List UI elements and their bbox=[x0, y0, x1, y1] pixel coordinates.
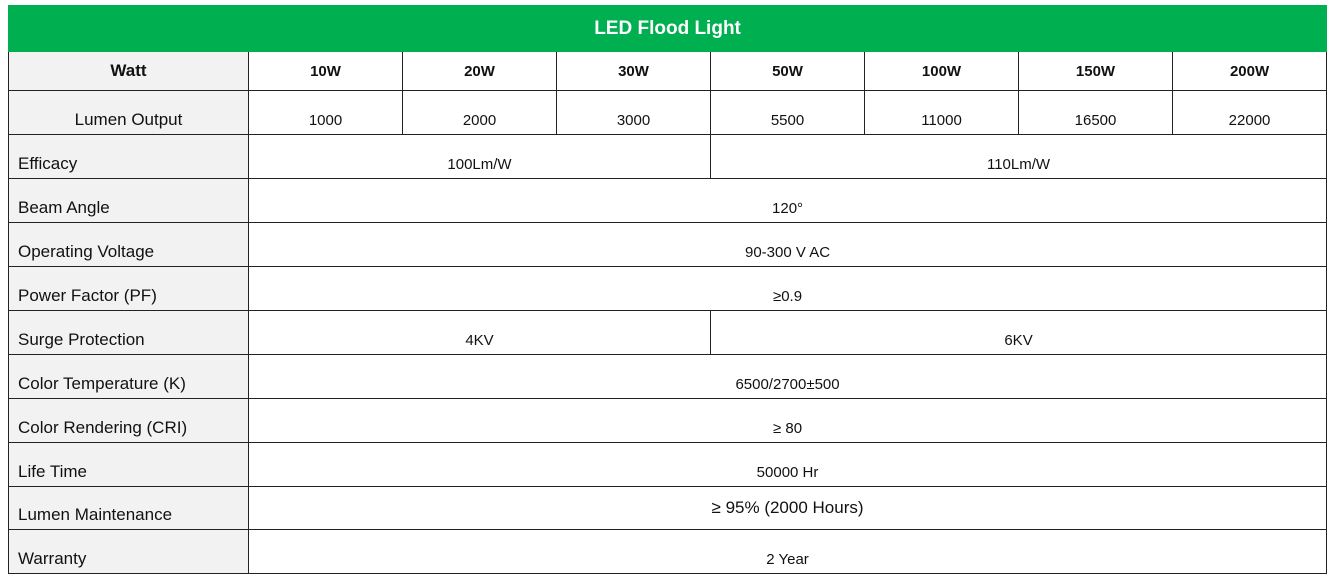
spec-row: Surge Protection 4KV 6KV bbox=[8, 310, 1328, 355]
row-label: Lumen Maintenance bbox=[8, 486, 249, 530]
value-cell: 4KV bbox=[248, 310, 711, 355]
spec-table: LED Flood Light Watt 10W 20W 30W 50W 100W 150W 2… bbox=[7, 5, 1328, 574]
row-label: Operating Voltage bbox=[8, 222, 249, 267]
header-cell: 100W bbox=[864, 51, 1019, 91]
spec-row: Operating Voltage 90-300 V AC bbox=[8, 222, 1328, 267]
row-label: Color Rendering (CRI) bbox=[8, 398, 249, 443]
spec-row: Lumen Maintenance ≥ 95% (2000 Hours) bbox=[8, 486, 1328, 530]
row-label: Lumen Output bbox=[8, 90, 249, 135]
header-cell: 10W bbox=[248, 51, 403, 91]
table-body: LED Flood Light Watt 10W 20W 30W 50W 100W 150W 2… bbox=[7, 5, 1328, 574]
header-cell: 50W bbox=[710, 51, 865, 91]
value-cell: 2000 bbox=[402, 90, 557, 135]
spec-row: Beam Angle 120° bbox=[8, 178, 1328, 223]
header-row: Watt 10W 20W 30W 50W 100W 150W 200W bbox=[8, 51, 1328, 91]
value-cell: ≥ 95% (2000 Hours) bbox=[247, 486, 1328, 530]
page: LED Flood Light Watt 10W 20W 30W 50W 100W 150W 2… bbox=[7, 5, 1328, 574]
value-cell: 6KV bbox=[709, 310, 1328, 355]
row-label: Beam Angle bbox=[8, 178, 249, 223]
header-label: Watt bbox=[8, 51, 249, 91]
row-label: Surge Protection bbox=[8, 310, 249, 355]
spec-row: Warranty 2 Year bbox=[8, 529, 1328, 574]
spec-row: Color Temperature (K) 6500/2700±500 bbox=[8, 354, 1328, 399]
value-cell: 110Lm/W bbox=[709, 134, 1328, 179]
spec-row: Lumen Output 1000 2000 3000 5500 11000 16500 22… bbox=[8, 90, 1328, 135]
value-cell: 3000 bbox=[556, 90, 711, 135]
value-cell: 5500 bbox=[710, 90, 865, 135]
value-cell: 50000 Hr bbox=[247, 442, 1328, 487]
value-cell: 2 Year bbox=[247, 529, 1328, 574]
row-label: Color Temperature (K) bbox=[8, 354, 249, 399]
header-cell: 200W bbox=[1171, 51, 1328, 91]
header-cell: 150W bbox=[1018, 51, 1173, 91]
spec-row: Power Factor (PF) ≥0.9 bbox=[8, 266, 1328, 311]
spec-table-wrap: LED Flood Light Watt 10W 20W 30W 50W 100W 150W 2… bbox=[7, 5, 1328, 574]
value-cell: 1000 bbox=[248, 90, 403, 135]
title-row: LED Flood Light bbox=[7, 5, 1328, 52]
spec-row: Color Rendering (CRI) ≥ 80 bbox=[8, 398, 1328, 443]
spec-row: Efficacy 100Lm/W 110Lm/W bbox=[8, 134, 1328, 179]
value-cell: 22000 bbox=[1171, 90, 1328, 135]
value-cell: 120° bbox=[247, 178, 1328, 223]
row-label: Efficacy bbox=[8, 134, 249, 179]
value-cell: 100Lm/W bbox=[248, 134, 711, 179]
header-cell: 20W bbox=[402, 51, 557, 91]
value-cell: 16500 bbox=[1018, 90, 1173, 135]
row-label: Life Time bbox=[8, 442, 249, 487]
value-cell: ≥ 80 bbox=[247, 398, 1328, 443]
value-cell: 6500/2700±500 bbox=[247, 354, 1328, 399]
row-label: Warranty bbox=[8, 529, 249, 574]
row-label: Power Factor (PF) bbox=[8, 266, 249, 311]
header-cell: 30W bbox=[556, 51, 711, 91]
value-cell: 90-300 V AC bbox=[247, 222, 1328, 267]
spec-row: Life Time 50000 Hr bbox=[8, 442, 1328, 487]
table-title: LED Flood Light bbox=[7, 5, 1328, 52]
value-cell: 11000 bbox=[864, 90, 1019, 135]
value-cell: ≥0.9 bbox=[247, 266, 1328, 311]
